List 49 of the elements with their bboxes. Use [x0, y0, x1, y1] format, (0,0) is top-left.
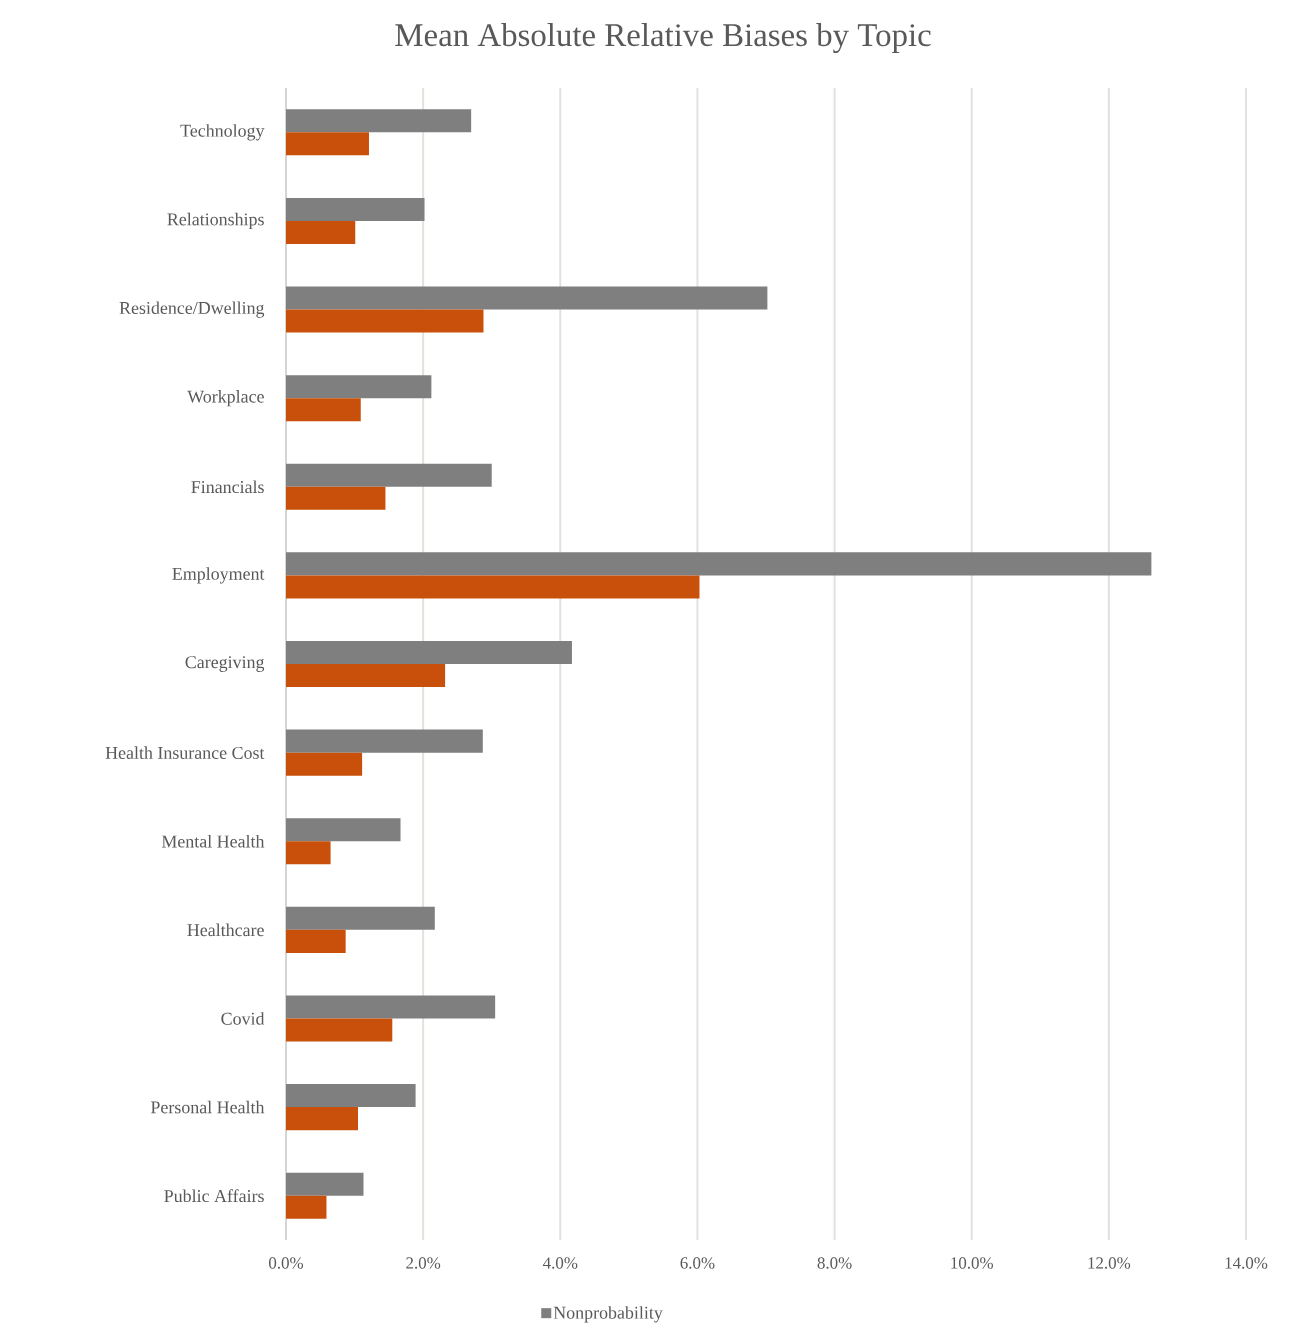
- x-tick-label: 14.0%: [1225, 1257, 1268, 1269]
- x-tick-label: 12.0%: [1088, 1257, 1131, 1269]
- y-tick-label: Relationships: [167, 212, 264, 230]
- y-tick-label: Public Affairs: [164, 1189, 264, 1203]
- bar: [286, 906, 435, 930]
- y-tick-label: Residence/Dwelling: [119, 301, 265, 318]
- bar: [286, 1018, 393, 1042]
- bar: [286, 132, 369, 156]
- y-tick-label: Covid: [221, 1012, 265, 1025]
- legend-label: Nonprobability: [553, 1306, 663, 1323]
- y-tick-label: Personal Health: [150, 1100, 265, 1114]
- bar: [286, 1084, 416, 1108]
- x-tick-label: 0.0%: [269, 1257, 304, 1269]
- bar: [286, 309, 484, 333]
- bar: [286, 995, 496, 1019]
- bar: [286, 197, 425, 221]
- bar: [286, 286, 768, 310]
- y-tick-label: Employment: [172, 567, 265, 584]
- x-tick-label: 2.0%: [406, 1257, 441, 1269]
- y-tick-label: Mental Health: [161, 834, 265, 848]
- bar: [286, 575, 700, 599]
- bar: [286, 463, 492, 487]
- y-tick-label: Health Insurance Cost: [105, 746, 265, 759]
- bar: [286, 664, 446, 688]
- bar: [286, 1195, 327, 1219]
- bar: [286, 552, 1152, 576]
- bar: [286, 1107, 358, 1131]
- bar: [286, 398, 361, 422]
- bar: [286, 375, 432, 399]
- y-tick-label: Caregiving: [185, 656, 265, 672]
- x-tick-label: 4.0%: [542, 1257, 578, 1269]
- bar: [286, 929, 346, 953]
- bar: [286, 729, 483, 753]
- x-tick-label: 6.0%: [680, 1257, 715, 1269]
- x-tick-label: 8.0%: [817, 1257, 852, 1269]
- bar: [286, 486, 386, 510]
- bar: [286, 220, 356, 244]
- y-tick-label: Healthcare: [187, 923, 264, 937]
- y-tick-label: Workplace: [187, 390, 264, 407]
- bar: [286, 818, 401, 842]
- bar: [286, 1172, 364, 1196]
- bar: [286, 640, 572, 665]
- y-tick-label: Financials: [191, 480, 264, 494]
- bar: [286, 841, 331, 865]
- x-tick-label: 10.0%: [951, 1257, 994, 1269]
- chart-title: Mean Absolute Relative Biases by Topic: [395, 23, 931, 53]
- bar: [286, 752, 363, 776]
- y-tick-label: Technology: [180, 124, 265, 141]
- bar: [286, 109, 472, 133]
